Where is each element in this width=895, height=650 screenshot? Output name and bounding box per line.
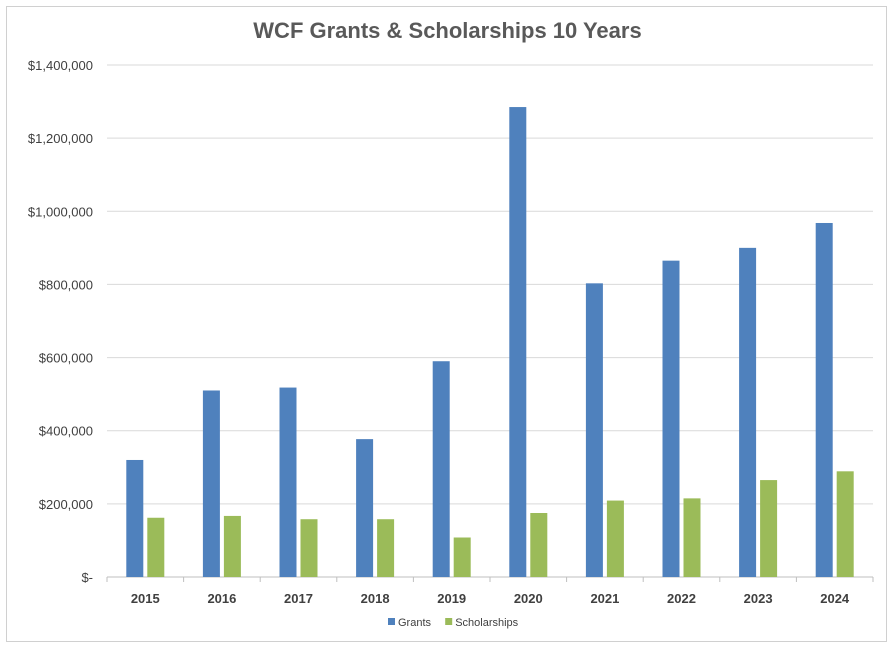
bar-grants-2024 bbox=[815, 222, 833, 577]
legend-label-scholarships: Scholarships bbox=[455, 617, 518, 629]
y-tick-label: $1,000,000 bbox=[28, 204, 93, 219]
bar-scholarships-2018 bbox=[377, 519, 395, 577]
x-tick-label: 2022 bbox=[667, 591, 696, 606]
bar-grants-2018 bbox=[356, 439, 374, 577]
bar-grants-2020 bbox=[509, 107, 527, 578]
bar-scholarships-2017 bbox=[300, 519, 318, 577]
bar-grants-2022 bbox=[662, 260, 680, 577]
legend-swatch-scholarships bbox=[445, 618, 453, 625]
bar-scholarships-2016 bbox=[223, 515, 241, 577]
bar-scholarships-2020 bbox=[530, 513, 548, 577]
x-tick-label: 2019 bbox=[437, 591, 466, 606]
bar-scholarships-2015 bbox=[147, 517, 165, 577]
chart-title: WCF Grants & Scholarships 10 Years bbox=[253, 18, 642, 43]
bar-grants-2021 bbox=[585, 283, 603, 577]
bar-scholarships-2021 bbox=[606, 500, 624, 577]
y-tick-label: $600,000 bbox=[39, 351, 93, 366]
x-tick-label: 2015 bbox=[131, 591, 160, 606]
legend-swatch-grants bbox=[388, 618, 395, 625]
x-tick-label: 2017 bbox=[284, 591, 313, 606]
bar-scholarships-2019 bbox=[453, 537, 471, 577]
x-tick-label: 2024 bbox=[820, 591, 850, 606]
bar-scholarships-2023 bbox=[760, 480, 778, 577]
x-tick-label: 2016 bbox=[207, 591, 236, 606]
x-tick-label: 2023 bbox=[744, 591, 773, 606]
y-tick-label: $200,000 bbox=[39, 497, 93, 512]
bar-grants-2015 bbox=[126, 459, 144, 577]
y-tick-label: $800,000 bbox=[39, 277, 93, 292]
bar-scholarships-2022 bbox=[683, 498, 701, 577]
bar-scholarships-2024 bbox=[836, 471, 854, 577]
bar-grants-2016 bbox=[202, 390, 220, 577]
y-tick-label: $- bbox=[81, 570, 93, 585]
bar-grants-2023 bbox=[739, 247, 757, 577]
y-tick-label: $400,000 bbox=[39, 424, 93, 439]
x-tick-label: 2020 bbox=[514, 591, 543, 606]
y-tick-label: $1,200,000 bbox=[28, 131, 93, 146]
x-tick-label: 2021 bbox=[590, 591, 619, 606]
bar-grants-2019 bbox=[432, 361, 450, 577]
y-tick-label: $1,400,000 bbox=[28, 58, 93, 73]
x-tick-label: 2018 bbox=[361, 591, 390, 606]
legend-label-grants: Grants bbox=[398, 617, 432, 629]
bar-grants-2017 bbox=[279, 387, 297, 577]
